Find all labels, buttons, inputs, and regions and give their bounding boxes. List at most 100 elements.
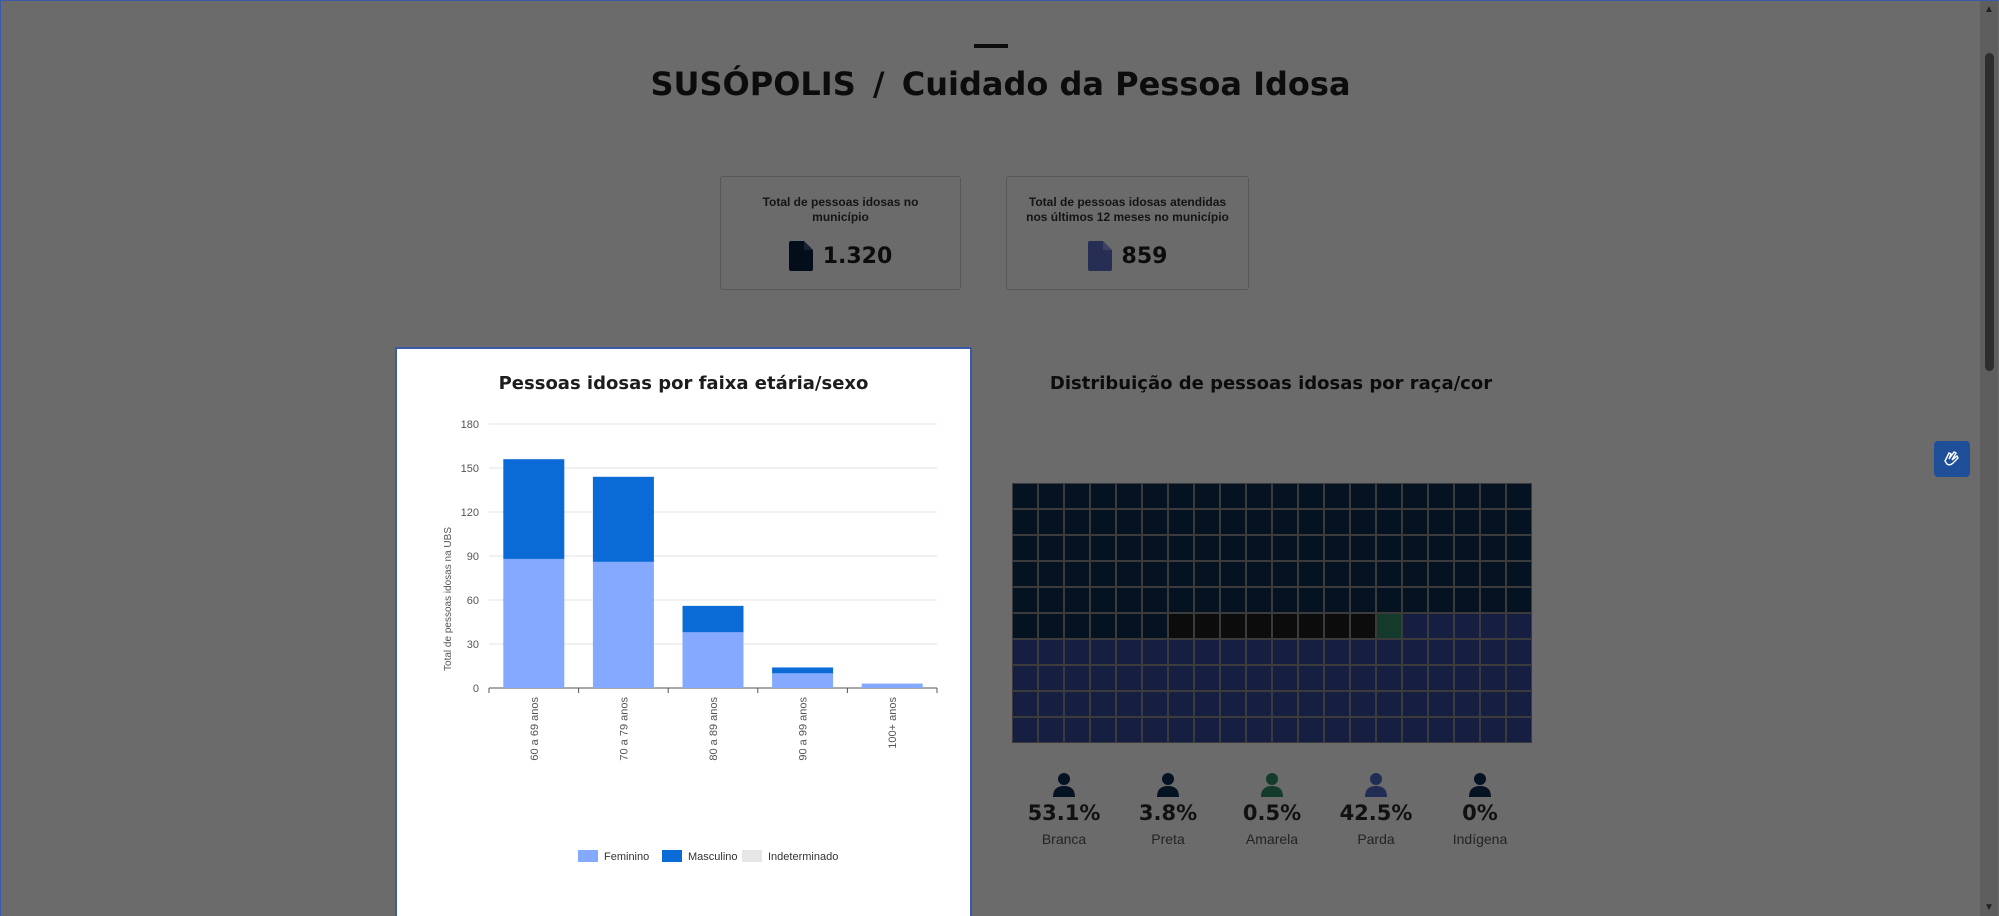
- person-icon: [1365, 773, 1387, 797]
- waffle-cell: [1299, 640, 1323, 664]
- waffle-cell: [1273, 692, 1297, 716]
- waffle-cell: [1013, 562, 1037, 586]
- waffle-cell: [1091, 588, 1115, 612]
- accessibility-button[interactable]: [1934, 441, 1970, 477]
- waffle-cell: [1325, 718, 1349, 742]
- y-tick-label: 150: [461, 463, 479, 475]
- waffle-cell: [1403, 536, 1427, 560]
- waffle-cell: [1065, 718, 1089, 742]
- waffle-cell: [1507, 640, 1531, 664]
- waffle-cell: [1065, 510, 1089, 534]
- waffle-cell: [1039, 614, 1063, 638]
- waffle-cell: [1143, 692, 1167, 716]
- waffle-cell: [1403, 562, 1427, 586]
- waffle-cell: [1039, 588, 1063, 612]
- waffle-cell: [1013, 588, 1037, 612]
- waffle-cell: [1013, 718, 1037, 742]
- waffle-cell: [1507, 666, 1531, 690]
- waffle-cell: [1507, 536, 1531, 560]
- waffle-cell: [1325, 588, 1349, 612]
- waffle-cell: [1039, 666, 1063, 690]
- waffle-cell: [1013, 536, 1037, 560]
- bar-feminino: [682, 632, 744, 688]
- waffle-cell: [1507, 718, 1531, 742]
- y-axis-label: Total de pessoas idosas na UBS: [443, 527, 454, 671]
- waffle-cell: [1273, 614, 1297, 638]
- bar-feminino: [503, 558, 565, 688]
- race-item-amarela: 0.5% Amarela: [1220, 773, 1324, 863]
- waffle-cell: [1455, 640, 1479, 664]
- waffle-cell: [1195, 692, 1219, 716]
- waffle-cell: [1351, 718, 1375, 742]
- waffle-cell: [1169, 484, 1193, 508]
- waffle-cell: [1455, 614, 1479, 638]
- waffle-cell: [1221, 510, 1245, 534]
- waffle-cell: [1221, 484, 1245, 508]
- waffle-cell: [1481, 692, 1505, 716]
- waffle-cell: [1039, 640, 1063, 664]
- waffle-cell: [1221, 536, 1245, 560]
- page-scrollbar[interactable]: ▲ ▼: [1980, 1, 1998, 916]
- waffle-cell: [1247, 666, 1271, 690]
- y-tick-label: 90: [467, 551, 479, 563]
- person-icon: [1157, 773, 1179, 797]
- waffle-cell: [1091, 510, 1115, 534]
- waffle-cell: [1039, 562, 1063, 586]
- waffle-cell: [1273, 484, 1297, 508]
- waffle-cell: [1351, 588, 1375, 612]
- scroll-down-icon[interactable]: ▼: [1984, 902, 1994, 913]
- age-sex-bar-chart: 60 a 69 anos 70 a 79 anos 80 a 89 anos 90 a…: [443, 419, 938, 863]
- waffle-cell: [1091, 562, 1115, 586]
- waffle-cell: [1195, 666, 1219, 690]
- waffle-cell: [1377, 484, 1401, 508]
- waffle-cell: [1455, 536, 1479, 560]
- waffle-cell: [1039, 718, 1063, 742]
- person-icon: [1261, 773, 1283, 797]
- y-tick-label: 120: [461, 507, 479, 519]
- waffle-cell: [1455, 588, 1479, 612]
- waffle-cell: [1273, 562, 1297, 586]
- scroll-up-icon[interactable]: ▲: [1984, 4, 1994, 15]
- race-waffle-chart: [1012, 483, 1532, 743]
- bar-feminino: [861, 683, 923, 688]
- waffle-cell: [1143, 614, 1167, 638]
- waffle-cell: [1403, 640, 1427, 664]
- section-name: Cuidado da Pessoa Idosa: [901, 65, 1351, 103]
- race-name: Preta: [1151, 831, 1185, 847]
- waffle-cell: [1169, 510, 1193, 534]
- waffle-cell: [1013, 484, 1037, 508]
- race-pct: 0%: [1462, 801, 1498, 825]
- waffle-cell: [1013, 510, 1037, 534]
- waffle-cell: [1091, 536, 1115, 560]
- waffle-cell: [1429, 692, 1453, 716]
- race-pct: 42.5%: [1339, 801, 1413, 825]
- y-tick-label: 30: [467, 639, 479, 651]
- waffle-cell: [1117, 484, 1141, 508]
- race-item-preta: 3.8% Preta: [1116, 773, 1220, 863]
- waffle-cell: [1481, 640, 1505, 664]
- waffle-cell: [1455, 718, 1479, 742]
- scrollbar-thumb[interactable]: [1985, 53, 1994, 371]
- waffle-cell: [1325, 614, 1349, 638]
- legend-swatch: [662, 850, 682, 862]
- waffle-cell: [1377, 614, 1401, 638]
- kpi-value: 859: [1121, 243, 1168, 269]
- waffle-cell: [1325, 640, 1349, 664]
- waffle-cell: [1065, 692, 1089, 716]
- waffle-cell: [1481, 666, 1505, 690]
- waffle-cell: [1429, 588, 1453, 612]
- waffle-cell: [1299, 614, 1323, 638]
- waffle-cell: [1247, 588, 1271, 612]
- waffle-cell: [1143, 640, 1167, 664]
- waffle-cell: [1013, 640, 1037, 664]
- waffle-cell: [1273, 510, 1297, 534]
- waffle-cell: [1247, 718, 1271, 742]
- waffle-cell: [1065, 484, 1089, 508]
- waffle-cell: [1195, 614, 1219, 638]
- waffle-cell: [1351, 666, 1375, 690]
- x-tick-label: 70 a 79 anos: [618, 697, 630, 761]
- waffle-cell: [1221, 640, 1245, 664]
- waffle-cell: [1299, 510, 1323, 534]
- waffle-cell: [1481, 484, 1505, 508]
- waffle-cell: [1481, 588, 1505, 612]
